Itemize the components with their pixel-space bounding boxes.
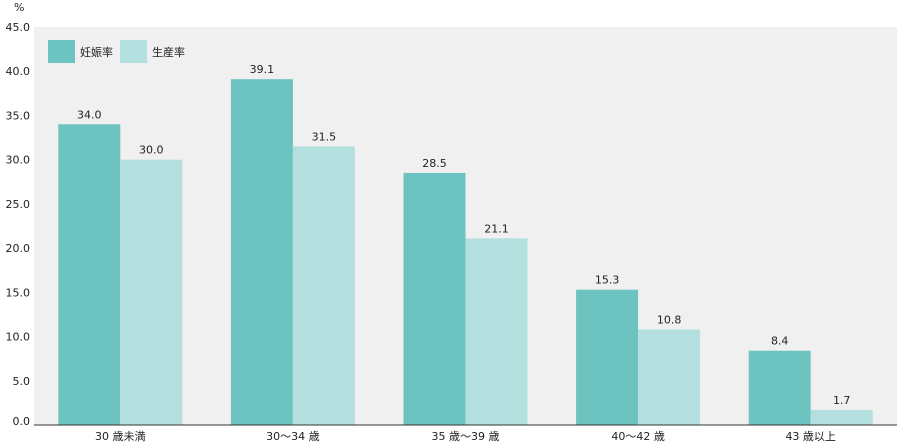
data-label: 31.5 bbox=[312, 130, 337, 143]
legend-swatch bbox=[120, 40, 147, 63]
y-tick-label: 0.0 bbox=[13, 415, 31, 428]
bar-birth bbox=[292, 146, 355, 425]
data-label: 15.3 bbox=[595, 274, 620, 287]
bar-pregnancy bbox=[748, 350, 811, 425]
bar-pregnancy bbox=[58, 124, 121, 426]
y-tick-label: 5.0 bbox=[13, 375, 31, 388]
legend: 妊娠率 生産率 bbox=[48, 40, 185, 63]
data-label: 39.1 bbox=[250, 63, 275, 76]
legend-label: 生産率 bbox=[152, 45, 185, 59]
bar-birth bbox=[120, 159, 183, 425]
data-label: 30.0 bbox=[139, 144, 164, 157]
data-label: 10.8 bbox=[657, 313, 682, 326]
y-tick-label: 20.0 bbox=[6, 242, 31, 255]
x-tick-label: 30～34 歳 bbox=[266, 430, 320, 442]
y-tick-label: 30.0 bbox=[6, 154, 31, 167]
data-label: 21.1 bbox=[484, 222, 509, 235]
bar-pregnancy bbox=[403, 172, 466, 425]
x-tick-label: 30 歳未満 bbox=[95, 430, 146, 442]
bar-pregnancy bbox=[230, 79, 293, 425]
bar-birth bbox=[810, 409, 873, 425]
y-axis-unit-label: % bbox=[14, 1, 24, 14]
y-tick-label: 15.0 bbox=[6, 286, 31, 299]
legend-swatch bbox=[48, 40, 75, 63]
y-tick-label: 35.0 bbox=[6, 109, 31, 122]
y-axis: 0.0 5.0 10.0 15.0 20.0 25.0 30.0 35.0 40.0 45.0 bbox=[6, 21, 31, 428]
bar-pregnancy bbox=[576, 289, 639, 425]
bars: 34.0 30.0 39.1 31.5 28.5 21.1 15.3 10.8 8.4 1.7 bbox=[58, 63, 873, 426]
data-label: 8.4 bbox=[771, 335, 789, 348]
x-tick-label: 40～42 歳 bbox=[611, 430, 665, 442]
data-label: 28.5 bbox=[422, 157, 447, 170]
y-tick-label: 25.0 bbox=[6, 198, 31, 211]
y-tick-label: 10.0 bbox=[6, 331, 31, 344]
data-label: 34.0 bbox=[77, 108, 102, 121]
y-tick-label: 45.0 bbox=[6, 21, 31, 34]
data-label: 1.7 bbox=[833, 394, 851, 407]
x-tick-label: 35 歳～39 歳 bbox=[432, 430, 500, 442]
x-axis: 30 歳未満 30～34 歳 35 歳～39 歳 40～42 歳 43 歳以上 bbox=[34, 424, 897, 442]
y-tick-label: 40.0 bbox=[6, 65, 31, 78]
legend-label: 妊娠率 bbox=[80, 45, 113, 59]
bar-birth bbox=[465, 238, 528, 425]
bar-birth bbox=[638, 329, 701, 425]
x-tick-label: 43 歳以上 bbox=[785, 430, 836, 442]
